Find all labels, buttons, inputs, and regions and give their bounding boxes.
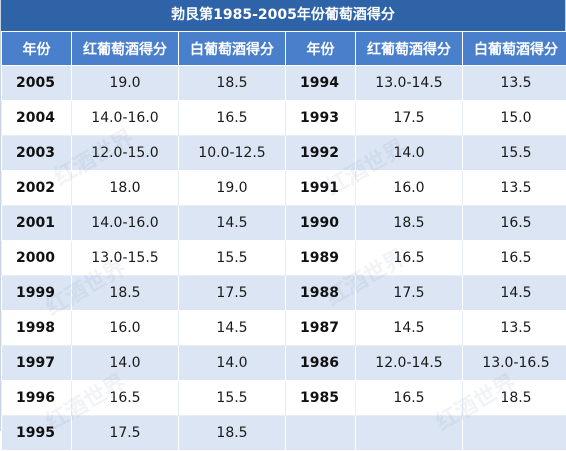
white-score-cell: 13.5	[463, 311, 566, 346]
table-row: 2000 13.0-15.5 15.5 1989 16.5 16.5	[2, 241, 566, 276]
year-cell: 2001	[2, 206, 72, 241]
white-score-cell: 19.0	[179, 171, 286, 206]
red-score-cell: 14.0-16.0	[72, 206, 179, 241]
year-cell: 1999	[2, 276, 72, 311]
white-score-cell: 14.5	[463, 276, 566, 311]
white-score-cell: 13.5	[463, 171, 566, 206]
red-score-cell: 17.5	[356, 276, 463, 311]
table-row: 1999 18.5 17.5 1988 17.5 14.5	[2, 276, 566, 311]
white-score-cell: 15.5	[179, 241, 286, 276]
white-score-cell: 17.5	[179, 276, 286, 311]
red-score-cell: 16.5	[356, 241, 463, 276]
year-cell: 2002	[2, 171, 72, 206]
red-score-cell: 14.0	[72, 346, 179, 381]
year-cell: 1992	[286, 136, 356, 171]
red-score-cell: 18.0	[72, 171, 179, 206]
year-cell: 1987	[286, 311, 356, 346]
white-score-cell: 18.5	[463, 381, 566, 416]
year-cell: 1985	[286, 381, 356, 416]
table-title: 勃艮第1985-2005年份葡萄酒得分	[1, 0, 565, 31]
white-score-cell: 14.5	[179, 311, 286, 346]
red-score-cell: 14.5	[356, 311, 463, 346]
year-cell: 1997	[2, 346, 72, 381]
white-score-cell: 15.5	[179, 381, 286, 416]
white-score-cell: 16.5	[463, 241, 566, 276]
table-row: 1997 14.0 14.0 1986 12.0-14.5 13.0-16.5	[2, 346, 566, 381]
header-red-left: 红葡萄酒得分	[72, 32, 179, 66]
red-score-cell: 18.5	[356, 206, 463, 241]
red-score-cell: 16.5	[356, 381, 463, 416]
year-cell: 1993	[286, 101, 356, 136]
red-score-cell: 14.0	[356, 136, 463, 171]
header-red-right: 红葡萄酒得分	[356, 32, 463, 66]
white-score-cell: 15.0	[463, 101, 566, 136]
red-score-cell: 17.5	[72, 416, 179, 451]
red-score-cell: 14.0-16.0	[72, 101, 179, 136]
year-cell: 1986	[286, 346, 356, 381]
red-score-cell: 13.0-14.5	[356, 66, 463, 101]
score-table-card: 勃艮第1985-2005年份葡萄酒得分 年份 红葡萄酒得分 白葡萄酒得分 年份 …	[0, 0, 566, 431]
header-white-right: 白葡萄酒得分	[463, 32, 566, 66]
red-score-cell: 16.0	[356, 171, 463, 206]
year-cell: 2005	[2, 66, 72, 101]
table-row: 1996 16.5 15.5 1985 16.5 18.5	[2, 381, 566, 416]
red-score-cell: 12.0-15.0	[72, 136, 179, 171]
table-row: 1998 16.0 14.5 1987 14.5 13.5	[2, 311, 566, 346]
year-cell: 1996	[2, 381, 72, 416]
year-cell: 1989	[286, 241, 356, 276]
white-score-cell: 16.5	[463, 206, 566, 241]
table-row: 2004 14.0-16.0 16.5 1993 17.5 15.0	[2, 101, 566, 136]
red-score-cell: 16.0	[72, 311, 179, 346]
header-row: 年份 红葡萄酒得分 白葡萄酒得分 年份 红葡萄酒得分 白葡萄酒得分	[2, 32, 566, 66]
year-cell: 1990	[286, 206, 356, 241]
year-cell: 2004	[2, 101, 72, 136]
vintage-score-table: 年份 红葡萄酒得分 白葡萄酒得分 年份 红葡萄酒得分 白葡萄酒得分 2005 1…	[1, 31, 566, 451]
red-score-cell: 13.0-15.5	[72, 241, 179, 276]
red-score-cell: 16.5	[72, 381, 179, 416]
red-score-cell	[356, 416, 463, 451]
year-cell: 1991	[286, 171, 356, 206]
white-score-cell: 10.0-12.5	[179, 136, 286, 171]
white-score-cell: 14.0	[179, 346, 286, 381]
year-cell: 1988	[286, 276, 356, 311]
year-cell: 2003	[2, 136, 72, 171]
year-cell: 1995	[2, 416, 72, 451]
header-white-left: 白葡萄酒得分	[179, 32, 286, 66]
white-score-cell: 13.0-16.5	[463, 346, 566, 381]
red-score-cell: 18.5	[72, 276, 179, 311]
white-score-cell: 14.5	[179, 206, 286, 241]
table-row: 2003 12.0-15.0 10.0-12.5 1992 14.0 15.5	[2, 136, 566, 171]
year-cell: 2000	[2, 241, 72, 276]
header-year-right: 年份	[286, 32, 356, 66]
year-cell: 1994	[286, 66, 356, 101]
red-score-cell: 12.0-14.5	[356, 346, 463, 381]
white-score-cell: 13.5	[463, 66, 566, 101]
year-cell	[286, 416, 356, 451]
header-year-left: 年份	[2, 32, 72, 66]
red-score-cell: 19.0	[72, 66, 179, 101]
white-score-cell: 18.5	[179, 66, 286, 101]
table-row: 1995 17.5 18.5	[2, 416, 566, 451]
red-score-cell: 17.5	[356, 101, 463, 136]
white-score-cell	[463, 416, 566, 451]
table-row: 2005 19.0 18.5 1994 13.0-14.5 13.5	[2, 66, 566, 101]
table-row: 2002 18.0 19.0 1991 16.0 13.5	[2, 171, 566, 206]
table-row: 2001 14.0-16.0 14.5 1990 18.5 16.5	[2, 206, 566, 241]
white-score-cell: 15.5	[463, 136, 566, 171]
year-cell: 1998	[2, 311, 72, 346]
white-score-cell: 18.5	[179, 416, 286, 451]
white-score-cell: 16.5	[179, 101, 286, 136]
